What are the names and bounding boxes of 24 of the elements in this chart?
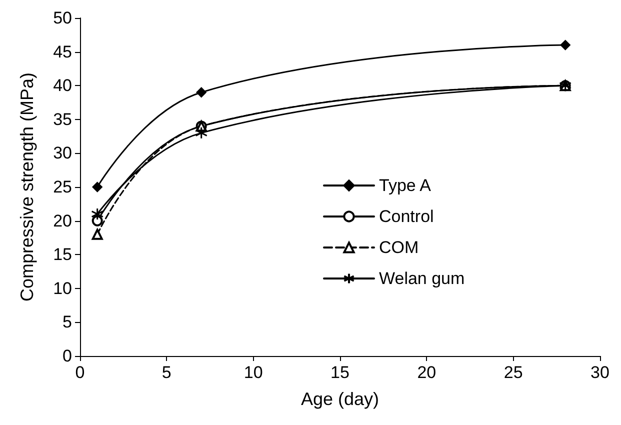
y-tick-label: 35 [53,110,72,129]
x-tick-label: 30 [590,363,610,382]
x-tick-label: 15 [330,363,350,382]
x-axis-title: Age (day) [300,389,380,409]
legend-label: Type A [379,176,432,195]
y-tick-label: 15 [53,245,72,264]
y-tick-label: 50 [53,8,72,28]
y-tick-label: 20 [53,211,72,230]
legend-label: COM [379,238,419,257]
y-axis-title: Compressive strength (MPa) [17,72,37,302]
y-tick-label: 5 [62,312,72,332]
legend-label: Control [379,207,434,226]
x-tick-label: 20 [417,363,436,382]
y-tick-label: 0 [62,346,72,366]
y-tick-label: 30 [53,144,72,163]
x-tick-label: 5 [162,363,172,382]
x-tick-label: 10 [244,363,263,382]
x-tick-label: 25 [504,363,523,382]
legend-label: Welan gum [379,269,465,288]
y-tick-label: 40 [53,76,72,96]
y-tick-label: 25 [53,178,72,196]
x-tick-label: 0 [75,363,85,382]
y-tick-label: 45 [53,42,72,62]
y-tick-label: 10 [53,278,72,298]
